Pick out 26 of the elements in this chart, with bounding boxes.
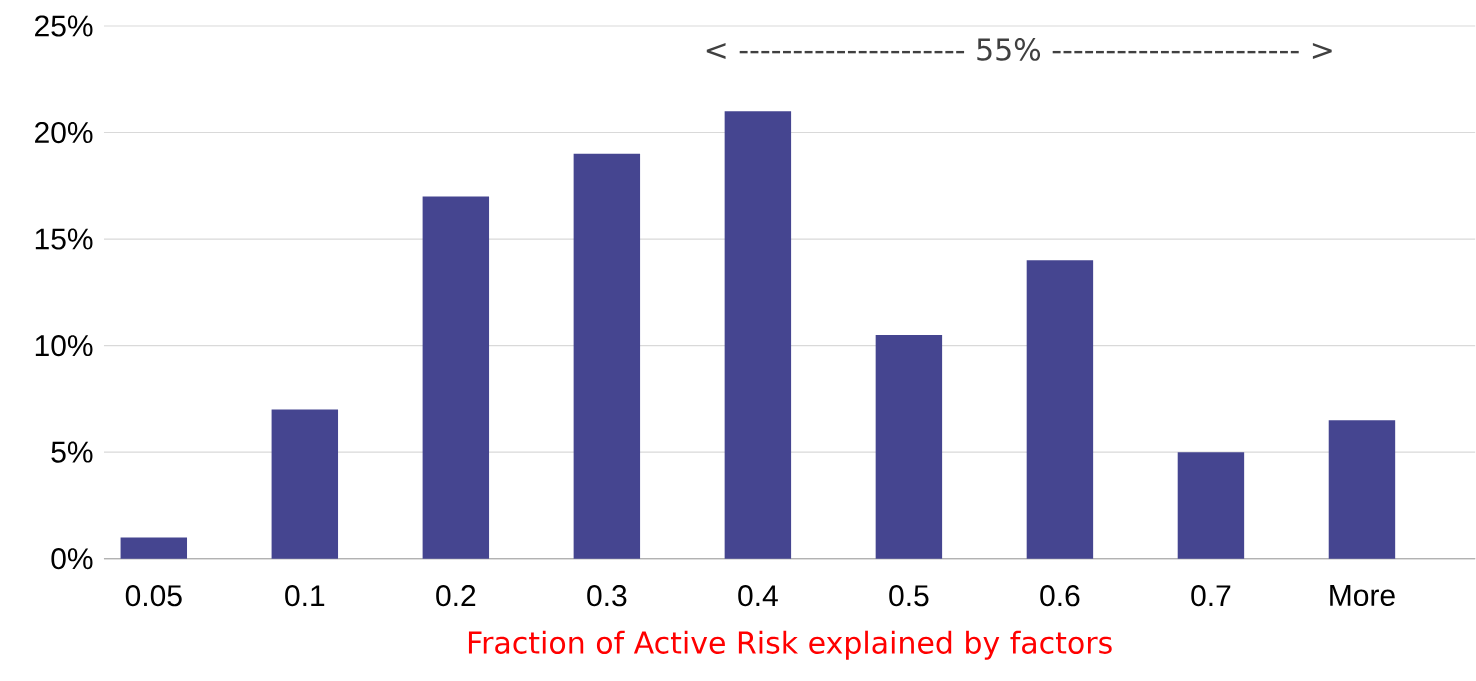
y-tick-label: 10% (35, 335, 93, 357)
bar (875, 335, 943, 559)
x-tick-label: 0.5 (889, 585, 929, 607)
bar (120, 537, 188, 559)
bar (724, 111, 792, 559)
bar (1328, 420, 1396, 559)
x-tick-label: More (1330, 585, 1395, 607)
x-tick-label: 0.7 (1191, 585, 1231, 607)
y-tick-label: 20% (35, 122, 93, 144)
x-axis-title: Fraction of Active Risk explained by factors (468, 630, 1112, 660)
x-tick-label: 0.3 (587, 585, 627, 607)
y-tick-label: 5% (51, 441, 93, 463)
bar (1026, 260, 1094, 559)
x-tick-label: 0.2 (436, 585, 476, 607)
bar (573, 154, 641, 559)
x-tick-label: 0.4 (738, 585, 778, 607)
y-tick-label: 25% (35, 15, 93, 37)
x-tick-label: 0.1 (285, 585, 325, 607)
x-tick-label: 0.6 (1040, 585, 1080, 607)
y-tick-label: 0% (51, 548, 93, 570)
annotation: < --------------------- 55% ----------------------- > (706, 38, 1332, 61)
bar (1177, 452, 1245, 559)
y-tick-label: 15% (35, 228, 93, 250)
x-tick-label: 0.05 (125, 585, 182, 607)
bar (422, 196, 490, 559)
bar (271, 409, 339, 559)
